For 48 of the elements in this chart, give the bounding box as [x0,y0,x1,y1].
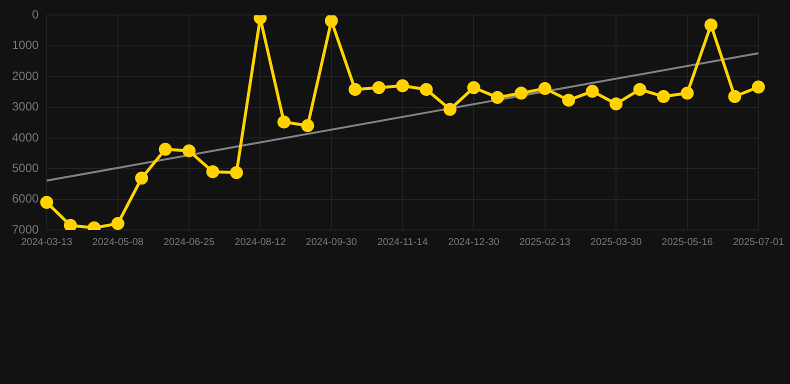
x-tick-label: 2024-06-25 [163,236,216,248]
x-tick-label: 2025-07-01 [732,236,784,248]
point [158,142,172,156]
point [680,86,694,100]
point [301,119,314,132]
x-tick-label: 2024-11-14 [377,236,428,248]
point [372,81,386,94]
point [40,196,54,209]
point [135,172,148,185]
y-tick-label: 5000 [12,160,40,175]
point [396,79,410,92]
x-tick-label: 2024-08-12 [234,236,286,248]
point [64,218,77,230]
point [444,102,457,116]
point [514,86,528,100]
point [348,82,362,96]
y-tick-label: 7000 [12,222,40,236]
y-tick-label: 6000 [12,192,40,206]
y-tick-label: 3000 [12,100,40,114]
x-tick-label: 2024-09-30 [306,236,358,248]
point [586,84,599,98]
point [206,165,220,178]
point [633,82,646,96]
point [277,115,290,128]
point [752,80,765,94]
point [111,217,124,230]
y-tick-label: 1000 [12,38,40,52]
y-tick-label: 4000 [12,130,40,144]
y-tick-label: 0 [32,8,40,22]
x-tick-label: 2024-05-08 [92,236,144,248]
x-tick-label: 2024-03-13 [21,236,73,248]
x-tick-label: 2025-05-16 [662,236,714,248]
x-tick-label: 2025-02-13 [519,236,571,248]
point [610,97,623,110]
x-tick-label: 2024-12-30 [448,236,500,248]
point [230,166,243,180]
point [704,18,718,32]
point [728,90,742,104]
point [490,90,504,104]
x-tick-label: 2025-03-30 [590,236,642,248]
point [657,90,670,104]
y-tick-label: 2000 [12,68,40,83]
point [324,15,338,28]
point [562,94,576,107]
point [467,81,480,94]
point [420,82,433,96]
point [538,82,552,96]
point [182,144,196,158]
